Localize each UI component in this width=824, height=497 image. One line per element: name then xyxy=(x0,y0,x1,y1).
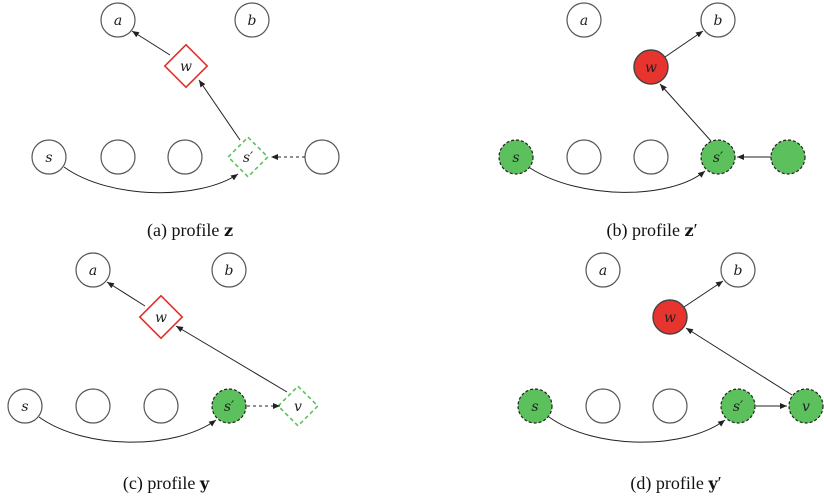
node-s-prime-diamond xyxy=(227,136,269,178)
node-s-prime xyxy=(700,139,736,175)
node-w xyxy=(633,49,669,85)
node-w-diamond xyxy=(163,43,209,89)
node-a-label: a xyxy=(599,263,607,279)
panel-a: a b w s s′ (a) profile z xyxy=(31,2,340,241)
node-empty-1 xyxy=(585,388,621,424)
edge-sprime-w xyxy=(659,83,712,142)
node-a-label: a xyxy=(580,13,588,29)
caption-b: (b) profile z′ xyxy=(607,220,698,241)
node-v xyxy=(788,388,824,424)
node-v xyxy=(304,139,340,175)
node-s-prime-label: s′ xyxy=(243,150,254,166)
node-w-label: w xyxy=(155,310,167,326)
node-a-label: a xyxy=(89,263,97,279)
node-b-label: b xyxy=(248,13,257,29)
edge-w-a xyxy=(106,281,146,307)
edge-s-sprime xyxy=(63,166,239,194)
node-b xyxy=(700,2,736,38)
node-v-label: v xyxy=(294,399,302,415)
node-w-diamond xyxy=(138,294,184,340)
node-s xyxy=(517,388,553,424)
node-w xyxy=(652,299,688,335)
node-b-label: b xyxy=(714,13,723,29)
node-s xyxy=(31,139,67,175)
edge-w-b xyxy=(664,30,704,58)
node-s-label: s xyxy=(531,399,538,415)
node-empty-2 xyxy=(633,139,669,175)
edge-s-sprime xyxy=(38,416,217,443)
node-v-diamond xyxy=(277,385,319,427)
node-s xyxy=(498,139,534,175)
node-s xyxy=(7,388,43,424)
edge-s-sprime xyxy=(529,167,706,193)
node-b xyxy=(211,252,247,288)
node-empty-2 xyxy=(652,388,688,424)
panel-b: a b w s s′ (b) profile z′ xyxy=(498,2,806,241)
edge-s-sprime xyxy=(548,416,726,443)
caption-c: (c) profile y xyxy=(123,473,210,494)
node-a xyxy=(585,252,621,288)
node-empty-1 xyxy=(75,388,111,424)
node-a-label: a xyxy=(114,13,122,29)
node-v-label: v xyxy=(802,399,810,415)
node-s-label: s xyxy=(45,150,52,166)
node-a xyxy=(566,2,602,38)
node-empty-2 xyxy=(167,139,203,175)
node-s-label: s xyxy=(21,399,28,415)
node-s-prime-label: s′ xyxy=(733,399,744,415)
node-empty-1 xyxy=(566,139,602,175)
node-a xyxy=(100,2,136,38)
node-b-label: b xyxy=(225,263,234,279)
panel-c: a b w s s′ v (c) profile y xyxy=(7,252,319,494)
node-v xyxy=(770,139,806,175)
edge-w-b xyxy=(683,280,724,308)
node-empty-1 xyxy=(100,139,136,175)
node-s-prime-label: s′ xyxy=(224,399,235,415)
node-w-label: w xyxy=(664,310,676,326)
panel-d: a b w s s′ v (d) profile y′ xyxy=(517,252,824,494)
edge-v-w xyxy=(685,327,793,396)
edge-sprime-w xyxy=(198,79,241,141)
edge-v-w xyxy=(175,325,288,393)
node-s-prime xyxy=(720,388,756,424)
node-s-label: s xyxy=(512,150,519,166)
node-s-prime xyxy=(211,388,247,424)
edge-w-a xyxy=(131,30,171,56)
caption-a: (a) profile z xyxy=(147,220,233,241)
caption-d: (d) profile y′ xyxy=(630,473,721,494)
node-w-label: w xyxy=(645,60,657,76)
node-b xyxy=(720,252,756,288)
node-w-label: w xyxy=(180,59,192,75)
node-empty-2 xyxy=(143,388,179,424)
node-a xyxy=(75,252,111,288)
node-b-label: b xyxy=(734,263,743,279)
node-s-prime-label: s′ xyxy=(713,150,724,166)
node-b xyxy=(234,2,270,38)
